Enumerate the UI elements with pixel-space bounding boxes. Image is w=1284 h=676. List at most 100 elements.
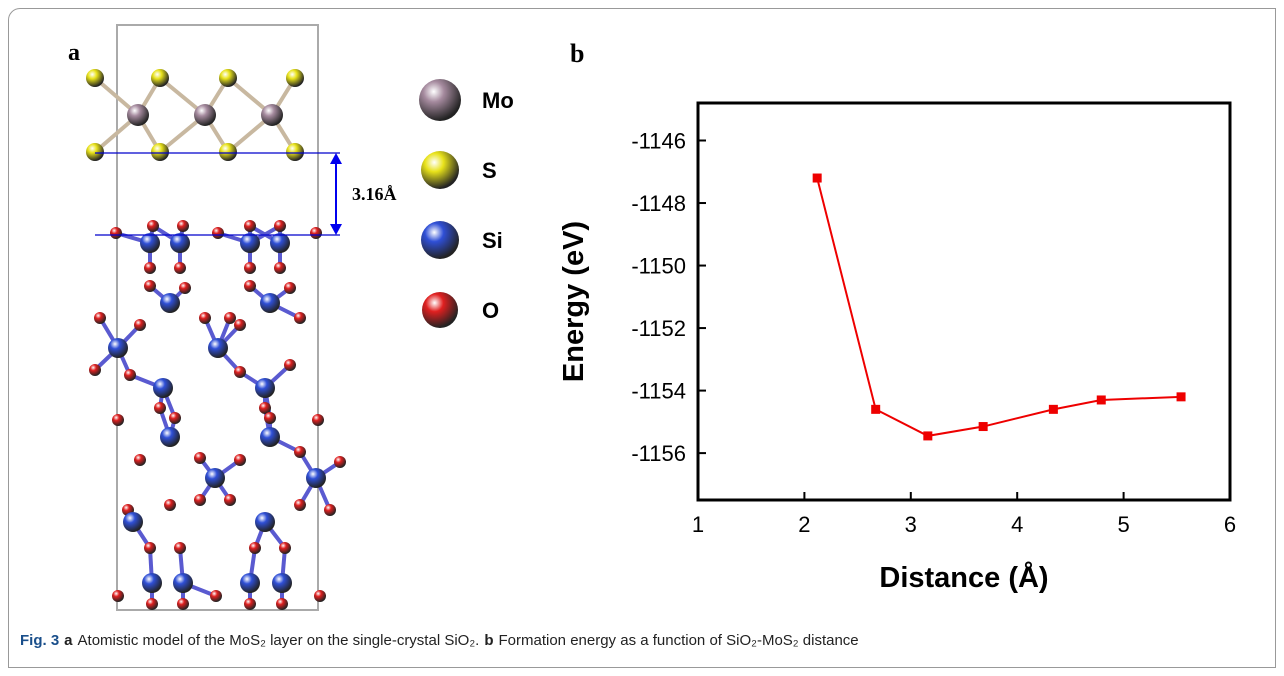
x-tick-label: 4 (1011, 512, 1023, 537)
atom (312, 414, 324, 426)
atom (244, 598, 256, 610)
atom (147, 220, 159, 232)
atom (240, 573, 260, 593)
atom (234, 454, 246, 466)
atom (110, 227, 122, 239)
atom (169, 412, 181, 424)
marker (979, 422, 988, 431)
atom (154, 402, 166, 414)
atom (127, 104, 149, 126)
atom (224, 312, 236, 324)
atom (334, 456, 346, 468)
atom (94, 312, 106, 324)
atom (199, 312, 211, 324)
x-tick-label: 5 (1117, 512, 1129, 537)
legend-label: Si (482, 228, 503, 253)
atom (264, 412, 276, 424)
marker (871, 405, 880, 414)
caption-text: Fig. 3 (20, 632, 59, 649)
figure: a 3.16Å Mo S Si O b -1156 -1154 -1152 -1150 -114… (0, 0, 1284, 676)
atom (306, 468, 326, 488)
atom (286, 143, 304, 161)
atom (234, 319, 246, 331)
atom (255, 378, 275, 398)
atom (123, 512, 143, 532)
atom (276, 598, 288, 610)
legend-swatch (422, 292, 458, 328)
atom (249, 542, 261, 554)
y-tick-label: -1146 (631, 129, 686, 154)
atom (174, 262, 186, 274)
arrow-head (330, 224, 342, 235)
atom (151, 143, 169, 161)
atom (160, 293, 180, 313)
atom (86, 143, 104, 161)
atom (173, 573, 193, 593)
marker (1049, 405, 1058, 414)
caption-text: a (64, 632, 72, 649)
atom (112, 590, 124, 602)
atom (224, 494, 236, 506)
caption-text: Formation energy as a function of SiO₂-M… (499, 632, 859, 649)
marker (1177, 392, 1186, 401)
arrow-head (330, 153, 342, 164)
atom (194, 104, 216, 126)
legend-label: O (482, 298, 499, 323)
atom (153, 378, 173, 398)
legend-label: Mo (482, 88, 514, 113)
atom (274, 220, 286, 232)
atom (244, 220, 256, 232)
atom (294, 446, 306, 458)
panel-label: b (570, 39, 584, 68)
y-tick-label: -1152 (631, 316, 686, 341)
atom (205, 468, 225, 488)
atom (179, 282, 191, 294)
legend-swatch (421, 151, 459, 189)
atom (142, 573, 162, 593)
distance-label: 3.16Å (352, 184, 397, 204)
atom (86, 69, 104, 87)
plot-frame (698, 103, 1230, 500)
x-tick-label: 1 (692, 512, 704, 537)
atom (270, 233, 290, 253)
atom (244, 262, 256, 274)
atom (134, 454, 146, 466)
atom (310, 227, 322, 239)
atom (208, 338, 228, 358)
y-tick-label: -1156 (631, 441, 686, 466)
series-line (817, 178, 1181, 436)
atom (164, 499, 176, 511)
atom (212, 227, 224, 239)
atom (194, 452, 206, 464)
atom (112, 414, 124, 426)
atom (219, 143, 237, 161)
atom (255, 512, 275, 532)
atom (177, 220, 189, 232)
caption-text: Atomistic model of the MoS₂ layer on the… (78, 632, 480, 649)
x-axis-label: Distance (Å) (879, 561, 1048, 594)
atom (89, 364, 101, 376)
legend-label: S (482, 158, 497, 183)
caption-text: b (484, 632, 493, 649)
y-tick-label: -1154 (631, 379, 686, 404)
atom (272, 573, 292, 593)
marker (813, 174, 822, 183)
legend: Mo S Si O (419, 79, 514, 328)
atom (324, 504, 336, 516)
atom (170, 233, 190, 253)
page: a 3.16Å Mo S Si O b -1156 -1154 -1152 -1150 -114… (0, 0, 1284, 676)
atom (134, 319, 146, 331)
marker (1097, 395, 1106, 404)
y-tick-label: -1150 (631, 254, 686, 279)
atom (284, 282, 296, 294)
atom (244, 280, 256, 292)
atom (140, 233, 160, 253)
atom (124, 369, 136, 381)
atom (234, 366, 246, 378)
atom (314, 590, 326, 602)
atom (160, 427, 180, 447)
atomic-model (86, 69, 346, 610)
atom (240, 233, 260, 253)
atom (146, 598, 158, 610)
